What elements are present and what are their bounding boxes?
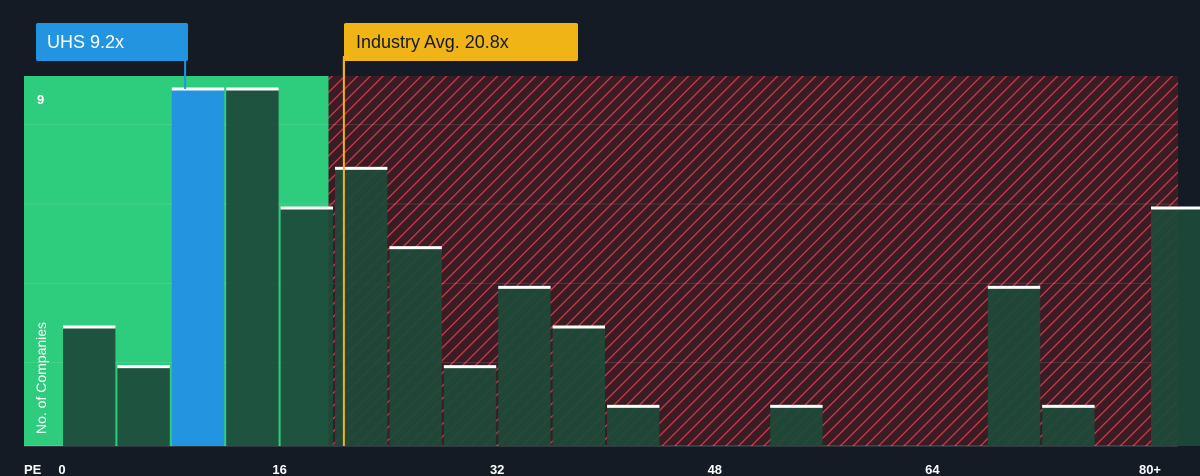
- bar-top-cap: [389, 246, 442, 250]
- company-callout-label: UHS 9.2x: [47, 32, 124, 52]
- bar: [1042, 406, 1095, 446]
- x-tick-label: 64: [925, 462, 940, 476]
- bar: [498, 287, 551, 446]
- histogram-bars: [63, 87, 1200, 447]
- bar: [443, 366, 497, 446]
- bar-top-cap: [171, 87, 225, 91]
- y-tick-label: 9: [37, 92, 44, 107]
- bar-top-cap: [117, 365, 170, 369]
- x-axis: PE 0 16 32 48 64 80+: [24, 462, 1161, 476]
- bar: [280, 208, 333, 446]
- bar: [335, 168, 388, 447]
- bar-top-cap: [552, 325, 605, 329]
- x-tick-label: 16: [272, 462, 286, 476]
- industry-callout-box: [344, 23, 578, 61]
- bar-top-cap: [280, 206, 333, 210]
- x-tick-label: 80+: [1139, 462, 1161, 476]
- bar: [552, 327, 605, 446]
- bar-top-cap: [987, 285, 1041, 289]
- bar: [770, 406, 823, 446]
- company-callout: UHS 9.2x: [36, 23, 188, 89]
- bar: [117, 366, 170, 446]
- bar-top-cap: [63, 325, 116, 329]
- bar-top-cap: [443, 365, 497, 369]
- bar-top-cap: [1151, 206, 1200, 210]
- bar-top-cap: [498, 285, 551, 289]
- company-callout-box: [36, 23, 188, 61]
- bar: [226, 89, 279, 446]
- x-axis-label: PE: [24, 462, 42, 476]
- bar-top-cap: [335, 166, 388, 170]
- bar-top-cap: [1042, 404, 1095, 408]
- bar: [1151, 208, 1200, 446]
- bar-top-cap: [607, 404, 660, 408]
- bar: [63, 327, 116, 446]
- bar: [987, 287, 1041, 446]
- bar-highlight: [171, 89, 225, 446]
- x-tick-label: 0: [58, 462, 65, 476]
- x-tick-label: 32: [490, 462, 504, 476]
- x-tick-label: 48: [708, 462, 722, 476]
- industry-callout-label: Industry Avg. 20.8x: [356, 32, 509, 52]
- y-axis-ticks: 9: [37, 92, 44, 107]
- industry-callout: Industry Avg. 20.8x: [342, 23, 578, 76]
- bar-top-cap: [226, 87, 279, 91]
- y-axis-label: No. of Companies: [33, 322, 49, 434]
- bar: [607, 406, 660, 446]
- bar-top-cap: [770, 404, 823, 408]
- bar: [389, 247, 442, 446]
